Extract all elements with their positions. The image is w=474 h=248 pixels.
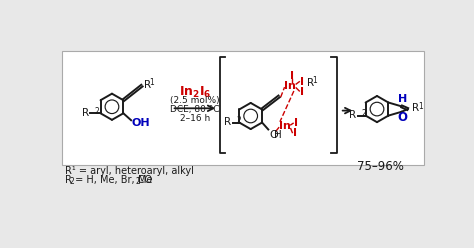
Text: I: I bbox=[301, 77, 304, 87]
Text: 75–96%: 75–96% bbox=[357, 160, 404, 173]
Text: R: R bbox=[224, 117, 231, 127]
Text: H: H bbox=[273, 130, 282, 140]
Text: (2.5 mol%): (2.5 mol%) bbox=[170, 96, 219, 105]
Text: In: In bbox=[279, 121, 291, 131]
Text: 2: 2 bbox=[362, 109, 366, 118]
Text: R: R bbox=[412, 103, 419, 113]
Text: 2–16 h: 2–16 h bbox=[180, 114, 210, 123]
Text: O: O bbox=[397, 111, 407, 124]
Text: Me: Me bbox=[138, 175, 153, 185]
Text: R: R bbox=[349, 110, 356, 120]
Text: I: I bbox=[290, 71, 293, 81]
Text: 2: 2 bbox=[70, 177, 74, 186]
Text: 2: 2 bbox=[94, 107, 99, 116]
Text: R: R bbox=[307, 78, 314, 88]
Text: DCE, 80 °C: DCE, 80 °C bbox=[170, 105, 219, 114]
Text: R: R bbox=[64, 175, 72, 185]
Text: R: R bbox=[144, 80, 151, 90]
Text: 1: 1 bbox=[312, 76, 317, 85]
Text: I: I bbox=[294, 118, 298, 128]
Bar bbox=[63, 51, 423, 165]
Text: = H, Me, Br, CO: = H, Me, Br, CO bbox=[73, 175, 153, 185]
Text: 2: 2 bbox=[237, 116, 242, 125]
Text: 1: 1 bbox=[418, 102, 423, 111]
Text: OH: OH bbox=[132, 118, 151, 127]
Text: H: H bbox=[398, 94, 407, 104]
Text: I: I bbox=[293, 128, 297, 138]
Text: $\mathbf{In_2I_6}$: $\mathbf{In_2I_6}$ bbox=[179, 85, 211, 100]
Text: In: In bbox=[284, 81, 296, 91]
Text: I: I bbox=[301, 87, 304, 97]
Text: R¹ = aryl, heteroaryl, alkyl: R¹ = aryl, heteroaryl, alkyl bbox=[64, 166, 193, 176]
Text: R: R bbox=[82, 108, 89, 118]
Text: 1: 1 bbox=[149, 78, 154, 87]
Text: 2: 2 bbox=[135, 177, 140, 186]
Text: O: O bbox=[269, 130, 278, 140]
